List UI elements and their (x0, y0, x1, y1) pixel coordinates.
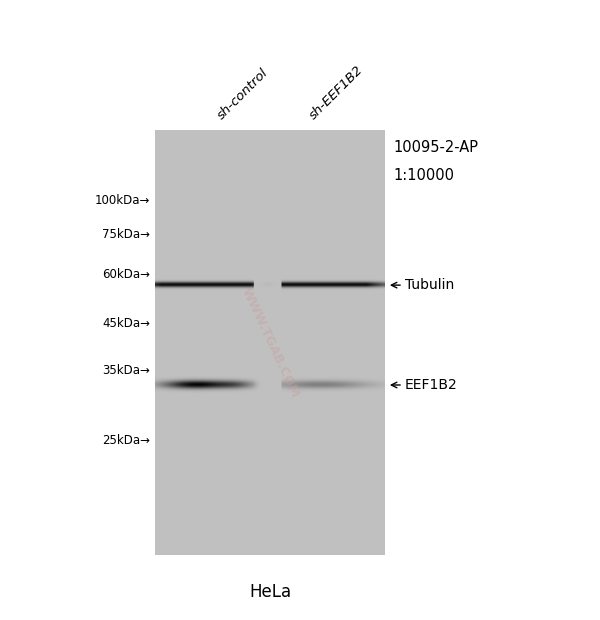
Text: 60kDa→: 60kDa→ (102, 268, 150, 281)
Text: 45kDa→: 45kDa→ (102, 317, 150, 330)
Text: sh-control: sh-control (215, 66, 271, 122)
Text: 35kDa→: 35kDa→ (102, 363, 150, 376)
Text: EEF1B2: EEF1B2 (405, 378, 458, 392)
Text: 75kDa→: 75kDa→ (102, 228, 150, 241)
Bar (155, 130, 385, 555)
Text: 25kDa→: 25kDa→ (102, 434, 150, 447)
Text: WWW.TGAB.COM: WWW.TGAB.COM (239, 285, 301, 399)
Text: Tubulin: Tubulin (405, 278, 454, 292)
Text: 1:10000: 1:10000 (393, 168, 454, 183)
Text: HeLa: HeLa (249, 583, 291, 601)
Text: 10095-2-AP: 10095-2-AP (393, 140, 478, 155)
Text: sh-EEF1B2: sh-EEF1B2 (307, 63, 365, 122)
Text: 100kDa→: 100kDa→ (95, 193, 150, 206)
